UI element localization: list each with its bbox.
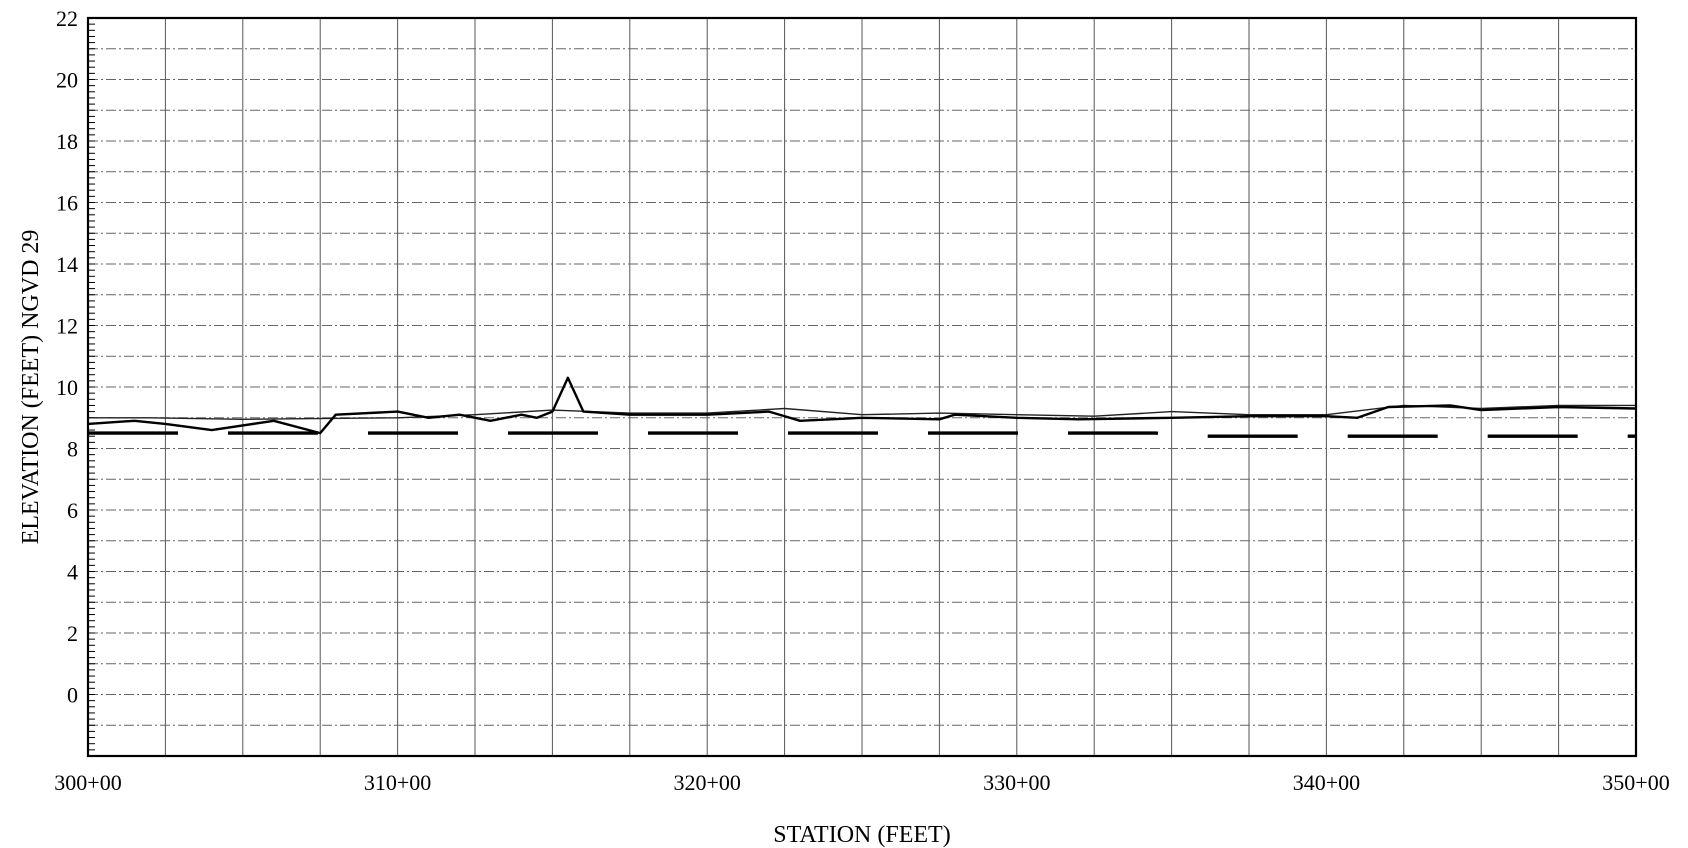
y-tick-label: 6 [67,498,78,523]
x-tick-label: 300+00 [54,770,121,795]
x-tick-label: 350+00 [1602,770,1669,795]
y-tick-label: 14 [56,252,78,277]
y-tick-label: 2 [67,621,78,646]
y-tick-labels: 0 2 4 6 8 10 12 14 16 18 20 22 [56,6,78,708]
y-tick-label: 0 [67,683,78,708]
series-lines [87,376,1637,438]
x-tick-label: 320+00 [673,770,740,795]
y-tick-label: 12 [56,314,78,339]
series-line-2 [87,376,1637,435]
series-line-3 [88,431,1636,438]
y-tick-label: 18 [56,129,78,154]
plot-frame [86,16,1638,758]
grid-lines [88,18,1636,756]
y-tick-label: 4 [67,560,78,585]
x-axis-title: STATION (FEET) [773,822,950,848]
x-tick-labels: 300+00 310+00 320+00 330+00 340+00 350+00 [54,770,1669,795]
y-tick-label: 10 [56,375,78,400]
y-tick-label: 20 [56,68,78,93]
y-tick-label: 8 [67,437,78,462]
x-tick-label: 310+00 [364,770,431,795]
minor-tick-marks [88,17,95,757]
x-tick-label: 340+00 [1293,770,1360,795]
x-tick-label: 330+00 [983,770,1050,795]
y-tick-label: 16 [56,191,78,216]
y-tick-label: 22 [56,6,78,31]
y-axis-title: ELEVATION (FEET) NGVD 29 [18,230,44,545]
